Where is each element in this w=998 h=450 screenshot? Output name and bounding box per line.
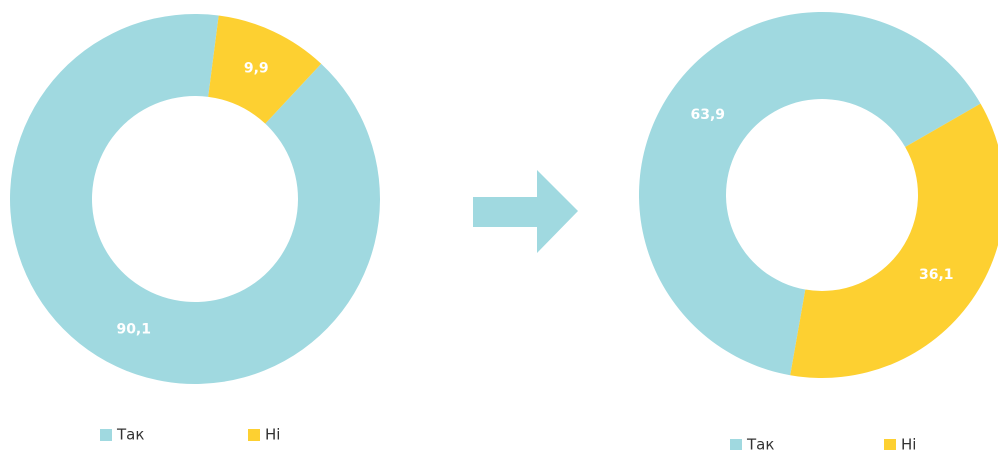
legend-label: Так	[746, 436, 774, 450]
legend-swatch	[100, 429, 112, 441]
legend-swatch	[248, 429, 260, 441]
arrow	[473, 170, 578, 253]
data-label: 9,9	[244, 61, 269, 77]
data-label: 36,1	[919, 267, 954, 283]
legend-swatch	[730, 439, 742, 450]
legend-label: Так	[116, 426, 144, 444]
donut-slice	[790, 103, 998, 378]
legend-label: Ні	[265, 426, 280, 444]
donut-slice	[208, 15, 322, 124]
donut-slice	[10, 13, 381, 384]
donut-slice	[639, 11, 981, 376]
data-label: 63,9	[690, 107, 725, 123]
data-label: 90,1	[116, 321, 151, 337]
legend-swatch	[884, 439, 896, 450]
legend-label: Ні	[901, 436, 916, 450]
